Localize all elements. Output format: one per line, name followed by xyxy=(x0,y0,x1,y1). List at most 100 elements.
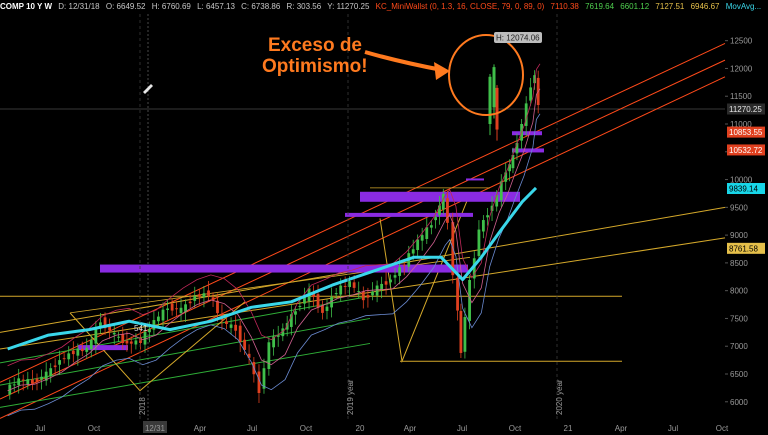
candle-body xyxy=(371,291,374,296)
candle-body xyxy=(207,290,210,296)
candle-body xyxy=(262,368,266,389)
header-date: D: 12/31/18 xyxy=(58,2,100,11)
candle-body xyxy=(80,348,84,352)
high-label: H: 12074.06 xyxy=(494,32,542,43)
candle-body xyxy=(352,282,356,288)
candle-body xyxy=(425,227,429,239)
candle-body xyxy=(375,285,379,296)
candle-body xyxy=(468,280,471,321)
keltner-mid xyxy=(7,88,541,392)
candle-body xyxy=(89,339,93,349)
moving-average-label[interactable]: MovAvg... xyxy=(725,2,762,11)
chart-header: COMP 10 Y W D: 12/31/18 O: 6649.52 H: 67… xyxy=(0,0,768,13)
candle-body xyxy=(393,275,397,278)
candle-body xyxy=(17,378,21,386)
y-tick-label: 12500 xyxy=(730,37,753,46)
candle-body xyxy=(298,305,302,307)
x-tick-label: Oct xyxy=(716,424,729,433)
low-marker: 541 xyxy=(134,324,148,333)
header-low: L: 6457.13 xyxy=(197,2,235,11)
x-tick-label: Oct xyxy=(300,424,313,433)
candle-body xyxy=(216,300,219,314)
candle-body xyxy=(380,283,384,290)
candle-body xyxy=(330,296,333,308)
candle-body xyxy=(495,195,499,207)
y-tick-label: 6000 xyxy=(730,398,748,407)
y-tick-label: 8500 xyxy=(730,259,748,268)
price-tags: 11270.25 10853.55 10532.72 9839.14 8761.58 xyxy=(727,103,765,254)
high-label-text: H: 12074.06 xyxy=(496,34,540,43)
indicator-lines xyxy=(7,63,541,417)
header-high: H: 6760.69 xyxy=(151,2,191,11)
candle-body xyxy=(148,328,151,333)
candle-body xyxy=(477,229,481,256)
candle-body xyxy=(129,341,133,344)
x-tick-label: Apr xyxy=(404,424,417,433)
candle-body xyxy=(62,358,66,360)
support-zone-6950 xyxy=(78,345,128,351)
indicator-name[interactable]: KC_MiniWallst (0, 1.3, 16, CLOSE, 79, 0,… xyxy=(375,2,545,11)
channel-lower xyxy=(0,76,726,419)
keltner-upper xyxy=(7,63,541,367)
candle-body xyxy=(463,317,467,352)
y-tick-label: 6500 xyxy=(730,370,748,379)
candle-body xyxy=(416,239,420,251)
price-tag-label: 10532.72 xyxy=(729,146,763,155)
candle-body xyxy=(459,310,463,353)
green-trend-3 xyxy=(0,342,371,408)
candle-body xyxy=(456,277,459,311)
channel-mid xyxy=(0,59,726,400)
time-axis[interactable]: Jul Oct 12/31 Apr Jul Oct 20 Apr Jul Oct 21 Apr Jul O… xyxy=(35,421,729,433)
candle-body xyxy=(411,249,415,254)
price-tag xyxy=(727,126,765,138)
annotation-line-2: Optimismo! xyxy=(262,56,368,77)
candle-body xyxy=(312,292,315,297)
candle-body xyxy=(247,353,251,358)
ma-fast-line xyxy=(7,186,538,351)
year-label: 2020 year xyxy=(555,379,564,415)
price-axis[interactable]: 1250012000115001100010500100009500900085… xyxy=(725,37,753,407)
y-tick-label: 9000 xyxy=(730,231,748,240)
highlight-circle xyxy=(448,34,524,116)
keltner-lower xyxy=(7,113,541,417)
candle-body xyxy=(257,371,261,393)
x-tick-label: Oct xyxy=(88,424,101,433)
price-tag-label: 8761.58 xyxy=(729,244,758,253)
candle-body xyxy=(321,305,324,313)
header-change: R: 303.56 xyxy=(286,2,322,11)
candle-body xyxy=(211,297,215,301)
drawing-overlays xyxy=(0,42,726,419)
candle-body xyxy=(40,376,43,380)
y-tick-label: 7500 xyxy=(730,314,748,323)
x-tick-label: 12/31 xyxy=(145,424,166,433)
candle-body xyxy=(125,340,129,344)
candle-body xyxy=(134,340,138,345)
candle-body xyxy=(234,324,238,331)
price-tag-label: 10853.55 xyxy=(729,128,763,137)
candle-body xyxy=(366,295,370,298)
candle-body xyxy=(175,308,178,310)
x-tick-label: Oct xyxy=(509,424,522,433)
x-tick-label: 21 xyxy=(564,424,573,433)
candle-body xyxy=(529,87,533,101)
y-tick-label: 12000 xyxy=(730,64,753,73)
candle-body xyxy=(486,215,489,218)
candle-body xyxy=(511,155,515,169)
candle-body xyxy=(139,337,142,343)
green-trend-1 xyxy=(0,295,371,364)
candle-body xyxy=(170,303,174,311)
indicator-value-1: 7110.38 xyxy=(550,2,579,11)
symbol-label[interactable]: COMP 10 Y W xyxy=(0,2,53,11)
annotation-arrow xyxy=(364,50,443,72)
candle-body xyxy=(398,267,402,276)
candle-body xyxy=(325,306,329,311)
price-tag xyxy=(727,103,765,115)
candle-body xyxy=(348,281,352,288)
candle-body xyxy=(515,143,519,154)
candle-body xyxy=(197,294,201,297)
price-tag xyxy=(727,183,765,194)
x-tick-label: 20 xyxy=(356,424,365,433)
candle-body xyxy=(339,285,343,295)
